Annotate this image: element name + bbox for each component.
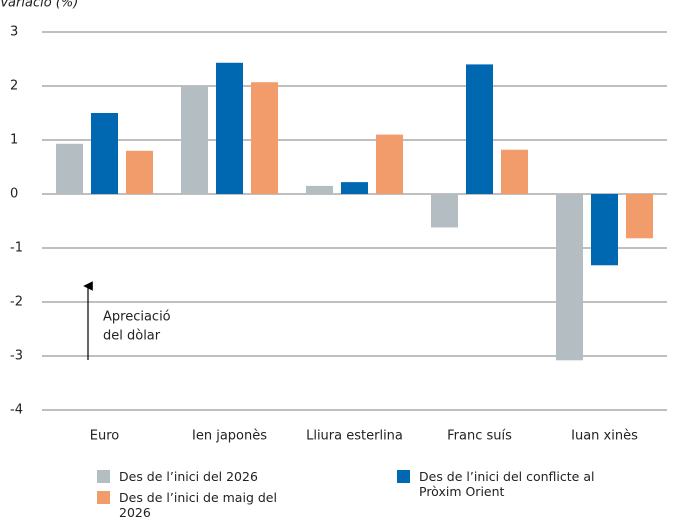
- y-tick-label: 2: [10, 79, 18, 94]
- legend-item: Des de l’inici de maig del 2026: [97, 490, 312, 520]
- legend-label: Des de l’inici de maig del 2026: [119, 490, 277, 520]
- bar: [126, 150, 153, 194]
- bar: [306, 185, 333, 194]
- x-tick-label: Euro: [90, 429, 120, 444]
- x-tick-label: Ien japonès: [192, 429, 267, 444]
- bar: [556, 194, 583, 361]
- bar: [56, 143, 83, 194]
- legend-label: Des de l’inici del 2026: [119, 469, 258, 484]
- annotation-text: del dòlar: [103, 329, 161, 344]
- bar: [591, 194, 618, 266]
- bar: [341, 182, 368, 194]
- legend-swatch: [397, 470, 410, 483]
- bar: [181, 86, 208, 194]
- chart: Variació (%) -4 -3 -2 -1 0 1 2 3 Euro Ien japonès…: [0, 0, 667, 444]
- annotation-text: Apreciació: [103, 310, 171, 325]
- y-tick-label: 0: [10, 187, 18, 202]
- y-tick-label: -2: [10, 295, 23, 310]
- bar: [376, 134, 403, 194]
- legend-label: Des de l’inici del conflicte al Pròxim O…: [419, 469, 595, 499]
- y-tick-label: 3: [10, 25, 18, 40]
- y-tick-label: -1: [10, 241, 23, 256]
- bar: [91, 113, 118, 194]
- y-tick-label: 1: [10, 133, 18, 148]
- bar: [626, 194, 653, 239]
- x-tick-label: Franc suís: [447, 429, 512, 444]
- legend-swatch: [97, 491, 110, 504]
- y-tick-label: -3: [10, 349, 23, 364]
- legend-item: Des de l’inici del conflicte al Pròxim O…: [397, 469, 612, 499]
- bar: [466, 64, 493, 195]
- y-axis-label: Variació (%): [0, 0, 78, 11]
- bar: [216, 62, 243, 194]
- legend-swatch: [97, 470, 110, 483]
- bar: [251, 82, 278, 194]
- x-tick-label: Lliura esterlina: [306, 429, 403, 444]
- y-tick-label: -4: [10, 403, 23, 418]
- legend-item: Des de l’inici del 2026: [97, 469, 312, 484]
- bar: [501, 149, 528, 194]
- bar: [431, 194, 458, 228]
- x-tick-label: Iuan xinès: [571, 429, 638, 444]
